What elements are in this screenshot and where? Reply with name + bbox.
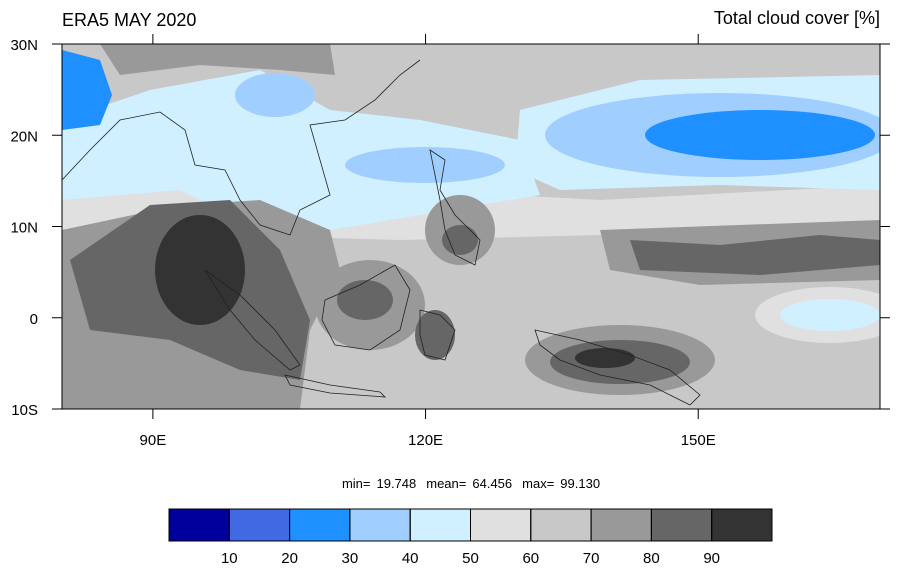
coastline bbox=[321, 264, 411, 351]
stat-name: mean= bbox=[426, 476, 466, 491]
cloud-region bbox=[62, 50, 112, 130]
cloud-region bbox=[645, 110, 875, 160]
coastline bbox=[429, 149, 481, 266]
color-box bbox=[711, 508, 773, 542]
coastlines bbox=[62, 59, 701, 406]
stat-value: 64.456 bbox=[472, 476, 512, 491]
color-box bbox=[409, 508, 472, 542]
cloud-region bbox=[235, 73, 315, 117]
cloud-region bbox=[575, 348, 635, 368]
colorbar-label: 30 bbox=[342, 550, 359, 567]
cloud-region bbox=[442, 225, 478, 255]
y-tick-label: 10S bbox=[11, 402, 38, 419]
chart-subtitle: Total cloud cover [%] bbox=[714, 8, 880, 28]
coastline bbox=[284, 374, 387, 398]
y-tick-label: 10N bbox=[10, 220, 38, 237]
color-box bbox=[470, 508, 532, 542]
coastline bbox=[534, 329, 701, 406]
cloud-region bbox=[100, 44, 335, 75]
stat-name: min= bbox=[342, 476, 371, 491]
cloud-region bbox=[62, 70, 540, 230]
color-box bbox=[289, 508, 351, 542]
coastline bbox=[419, 309, 456, 361]
coastline bbox=[204, 269, 301, 371]
colorbar-label: 40 bbox=[402, 550, 419, 567]
y-tick-label: 30N bbox=[10, 37, 38, 54]
stat-value: 99.130 bbox=[560, 476, 600, 491]
colorbar-label: 60 bbox=[522, 550, 539, 567]
color-box bbox=[650, 508, 713, 542]
color-box bbox=[228, 508, 291, 542]
colorbar-label: 70 bbox=[583, 550, 600, 567]
cloud-region bbox=[345, 147, 505, 183]
cloud-region bbox=[780, 299, 880, 331]
stats: min= 19.748 mean= 64.456 max= 99.130 bbox=[342, 476, 600, 491]
x-tick-label: 90E bbox=[140, 432, 167, 449]
color-box bbox=[530, 508, 592, 542]
colorbar-label: 90 bbox=[703, 550, 720, 567]
color-box bbox=[168, 508, 230, 542]
coastline bbox=[62, 59, 421, 236]
cloud-field bbox=[62, 44, 880, 409]
cloud-region bbox=[337, 280, 393, 320]
colorbar-label: 10 bbox=[221, 550, 238, 567]
colorbar-label: 80 bbox=[643, 550, 660, 567]
chart-title: ERA5 MAY 2020 bbox=[62, 10, 196, 30]
stat-value: 19.748 bbox=[376, 476, 416, 491]
cloud-region bbox=[630, 235, 880, 275]
x-tick-label: 120E bbox=[408, 432, 443, 449]
colorbar-label: 20 bbox=[281, 550, 298, 567]
cloud-region bbox=[155, 215, 245, 325]
y-tick-label: 0 bbox=[30, 311, 38, 328]
stat-name: max= bbox=[522, 476, 554, 491]
colorbar: 10 20 30 40 50 60 70 80 90 bbox=[168, 508, 773, 567]
y-tick-label: 20N bbox=[10, 128, 38, 145]
cloud-region bbox=[415, 310, 455, 360]
color-box bbox=[590, 508, 652, 542]
x-tick-label: 150E bbox=[681, 432, 716, 449]
colorbar-label: 50 bbox=[462, 550, 479, 567]
color-box bbox=[349, 508, 411, 542]
